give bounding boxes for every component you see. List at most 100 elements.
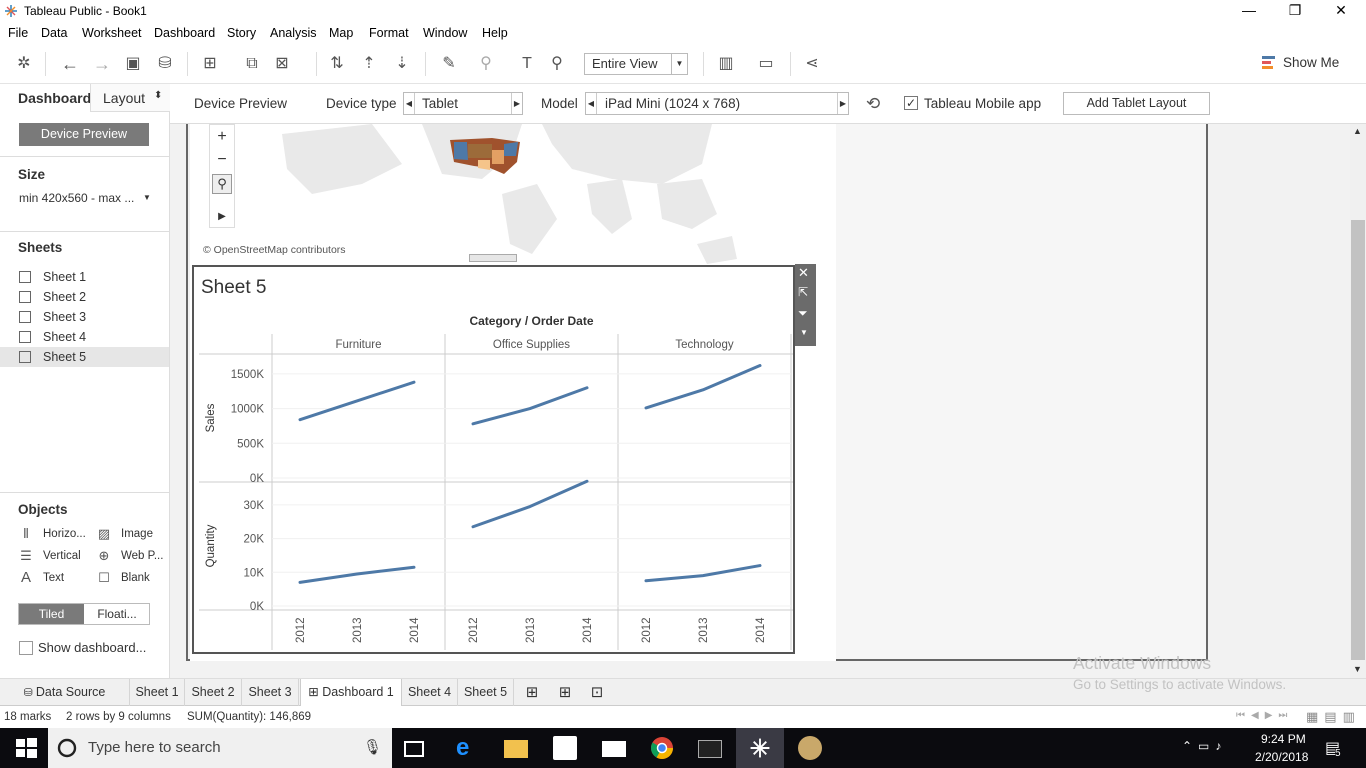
tab-layout[interactable]: Layout — [103, 90, 146, 106]
tab-sheet[interactable]: Sheet 5 — [458, 679, 514, 706]
tab-sheet[interactable]: Sheet 4 — [402, 679, 458, 706]
new-worksheet-icon[interactable]: ⊞ — [525, 684, 539, 701]
tab-dashboard[interactable]: ⊞ Dashboard 1 — [300, 679, 402, 706]
menu-window[interactable]: Window — [423, 26, 468, 40]
show-me-button[interactable]: Show Me — [1283, 55, 1340, 70]
scroll-down-icon[interactable]: ▼ — [1353, 664, 1362, 674]
object-text[interactable]: A Text — [18, 570, 64, 586]
sheet-item[interactable]: Sheet 3 — [0, 307, 169, 327]
pin-icon[interactable]: ⚲ — [551, 55, 563, 72]
store-icon[interactable] — [553, 736, 577, 760]
file-explorer-icon[interactable] — [504, 740, 528, 758]
menu-help[interactable]: Help — [482, 26, 508, 40]
tab-sheet[interactable]: Sheet 2 — [185, 679, 242, 706]
sheet-item[interactable]: Sheet 4 — [0, 327, 169, 347]
more-options-icon[interactable]: ▼ — [800, 328, 808, 337]
device-type-select[interactable]: ◀ Tablet ▶ — [403, 92, 523, 115]
map-view[interactable]: + − ⚲ ▶ © OpenStreetMap contributors — [192, 124, 795, 264]
share-icon[interactable]: ⋖ — [805, 55, 819, 72]
redo-icon[interactable]: → — [93, 54, 111, 74]
tray-icons[interactable]: ⌃▭♪ — [1182, 739, 1228, 753]
filter-icon[interactable]: ⏷ — [798, 306, 808, 320]
tab-sheet[interactable]: Sheet 1 — [130, 679, 185, 706]
chevron-left-icon[interactable]: ◀ — [586, 93, 597, 114]
swap-icon[interactable]: ⇅ — [330, 55, 344, 72]
fit-select[interactable]: Entire View ▼ — [584, 53, 688, 75]
sheet-item[interactable]: Sheet 5 — [0, 347, 169, 367]
show-cards-icon[interactable]: ▥ — [718, 55, 734, 72]
microphone-icon[interactable]: 🎙 — [363, 739, 383, 756]
chevron-right-icon[interactable]: ▶ — [837, 93, 848, 114]
paint-icon[interactable] — [798, 736, 822, 760]
remove-icon[interactable]: ✕ — [798, 265, 809, 280]
floating-button[interactable]: Floati... — [97, 607, 137, 621]
presentation-mode-icon[interactable]: ▭ — [758, 55, 774, 72]
chrome-icon[interactable] — [650, 736, 674, 760]
scroll-up-icon[interactable]: ▲ — [1353, 126, 1362, 136]
menu-format[interactable]: Format — [369, 26, 409, 40]
object-image[interactable]: ▨ Image — [96, 526, 153, 542]
menu-analysis[interactable]: Analysis — [270, 26, 317, 40]
sheet5-zone[interactable]: Sheet 5 Category / Order Date Furniture Of… — [192, 265, 795, 654]
zoom-out-icon[interactable]: − — [217, 151, 227, 168]
save-icon[interactable]: ▣ — [125, 55, 141, 72]
object-blank[interactable]: ☐ Blank — [96, 570, 150, 586]
vertical-scrollbar[interactable]: ▲ ▼ — [1350, 124, 1366, 678]
labels-icon[interactable]: T — [522, 55, 532, 72]
new-worksheet-icon[interactable]: ⊞ — [203, 55, 217, 72]
menu-story[interactable]: Story — [227, 26, 257, 40]
tableau-taskbar-active[interactable] — [736, 728, 784, 768]
tab-dashboard[interactable]: Dashboard — [18, 90, 92, 106]
menu-data[interactable]: Data — [41, 26, 68, 40]
menu-map[interactable]: Map — [329, 26, 354, 40]
group-icon[interactable]: ⚲ — [480, 55, 492, 72]
new-story-icon[interactable]: ⊡ — [590, 684, 604, 701]
mobile-app-checkbox[interactable]: ✓ — [904, 96, 918, 110]
undo-icon[interactable]: ← — [61, 54, 79, 74]
tableau-home-icon[interactable]: ✲ — [17, 55, 31, 72]
restore-button[interactable]: ❐ — [1288, 2, 1302, 18]
size-select[interactable]: min 420x560 - max ... — [19, 191, 135, 205]
sheet-item[interactable]: Sheet 2 — [0, 287, 169, 307]
windows-start-icon[interactable] — [14, 736, 38, 760]
chevron-updown-icon[interactable]: ⬍ — [154, 90, 163, 101]
scroll-thumb[interactable] — [1351, 220, 1365, 660]
tab-data-source[interactable]: ⛁ Data Source — [0, 679, 130, 706]
chevron-down-icon[interactable]: ▼ — [143, 193, 151, 202]
model-select[interactable]: ◀ iPad Mini (1024 x 768) ▶ — [585, 92, 849, 115]
sheet-nav-icons[interactable]: ⏮◀▶⏭ — [1236, 710, 1294, 721]
task-view-icon[interactable] — [404, 741, 424, 757]
sort-descending-icon[interactable]: ⇣ — [395, 55, 409, 72]
go-to-sheet-icon[interactable]: ⇱ — [798, 285, 809, 299]
zoom-in-icon[interactable]: + — [217, 128, 227, 145]
clock-time[interactable]: 9:24 PM — [1261, 732, 1306, 746]
new-dashboard-icon[interactable]: ⊞ — [558, 684, 572, 701]
menu-worksheet[interactable]: Worksheet — [82, 26, 142, 40]
tiled-button[interactable]: Tiled — [19, 604, 84, 624]
show-title-checkbox[interactable] — [19, 641, 33, 655]
sheet-item[interactable]: Sheet 1 — [0, 267, 169, 287]
object-webpage[interactable]: ⊕ Web P... — [96, 548, 164, 564]
resize-handle[interactable] — [469, 254, 517, 262]
chevron-left-icon[interactable]: ◀ — [404, 93, 415, 114]
tab-sheet[interactable]: Sheet 3 — [242, 679, 299, 706]
add-tablet-layout-button[interactable]: Add Tablet Layout — [1063, 92, 1210, 115]
object-horizontal[interactable]: ⫴ Horizo... — [18, 526, 86, 542]
close-button[interactable]: ✕ — [1335, 2, 1347, 18]
duplicate-icon[interactable]: ⧉ — [246, 55, 258, 72]
sort-ascending-icon[interactable]: ⇡ — [362, 55, 376, 72]
highlight-icon[interactable]: ✎ — [442, 55, 456, 72]
menu-dashboard[interactable]: Dashboard — [154, 26, 216, 40]
menu-file[interactable]: File — [8, 26, 29, 40]
new-data-source-icon[interactable]: ⛁ — [158, 55, 172, 72]
clock-date[interactable]: 2/20/2018 — [1255, 750, 1309, 764]
taskbar-search[interactable]: Type here to search 🎙 — [48, 728, 392, 768]
rotate-icon[interactable]: ⟲ — [866, 94, 881, 113]
play-icon[interactable]: ▶ — [218, 211, 226, 222]
object-vertical[interactable]: ☰ Vertical — [18, 548, 81, 564]
terminal-icon[interactable] — [698, 740, 722, 758]
pin-map-icon[interactable]: ⚲ — [212, 174, 232, 194]
mail-icon[interactable] — [602, 741, 626, 757]
chevron-right-icon[interactable]: ▶ — [511, 93, 522, 114]
minimize-button[interactable]: — — [1242, 2, 1256, 18]
